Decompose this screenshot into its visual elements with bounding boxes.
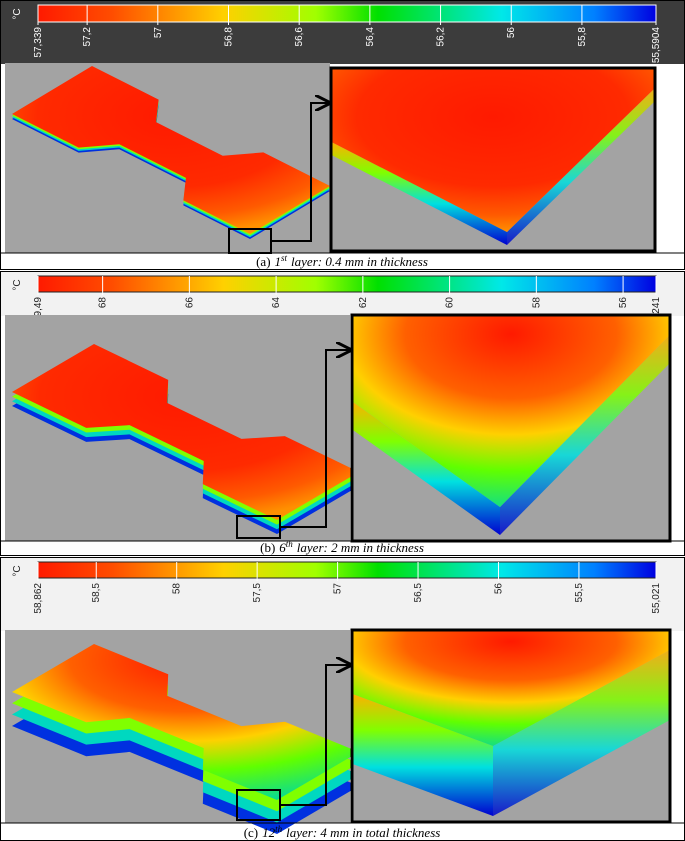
colorbar-tick-label: 57,5 bbox=[252, 583, 263, 603]
zoom-arrow bbox=[271, 103, 329, 242]
colorbar-tick-label: 56 bbox=[618, 297, 629, 309]
caption-label: (a) bbox=[256, 254, 270, 269]
caption: (a) 1st layer: 0.4 mm in thickness bbox=[256, 253, 428, 269]
specimen-top bbox=[12, 644, 359, 800]
zoom-side bbox=[493, 650, 670, 816]
colorbar-tick-label: 55,5 bbox=[574, 583, 585, 603]
colorbar-tick-label: 58,862 bbox=[33, 583, 44, 614]
colorbar-tick-label: 56,2 bbox=[436, 27, 447, 47]
caption-layer-number: 6 bbox=[279, 540, 286, 555]
caption-layer-number: 1 bbox=[275, 254, 282, 269]
colorbar-tick-label: 66 bbox=[184, 297, 195, 309]
specimen-top bbox=[12, 66, 330, 234]
caption: (b) 6th layer: 2 mm in thickness bbox=[260, 539, 424, 555]
zoom-arrow bbox=[280, 350, 350, 528]
caption-layer-suffix: th bbox=[286, 539, 294, 549]
caption-layer-number: 12 bbox=[262, 825, 276, 840]
colorbar-tick-label: 56 bbox=[506, 27, 517, 39]
zoom-side bbox=[352, 693, 493, 816]
colorbar-tick-label: 62 bbox=[358, 297, 369, 309]
colorbar-tick-label: 68 bbox=[98, 297, 109, 309]
colorbar-tick-label: 58 bbox=[531, 297, 542, 309]
colorbar-tick-label: 56 bbox=[493, 583, 504, 595]
colorbar-tick-label: 57 bbox=[153, 27, 164, 39]
panel: °C 58,862 58,5 58 57,5 57 56,5 56 55,5 55,021 (c) 1… bbox=[0, 557, 685, 841]
zoom-side bbox=[500, 335, 670, 535]
zoom-frame bbox=[350, 628, 672, 824]
zoom-frame bbox=[329, 66, 657, 253]
caption-label: (b) bbox=[260, 540, 275, 555]
zoom-top bbox=[352, 630, 670, 746]
panel: °C 57,339 57,2 57 56,8 56,6 56,4 56,2 56 55,8 55,5… bbox=[0, 0, 685, 270]
caption-layer-suffix: th bbox=[275, 824, 283, 834]
zoom-side bbox=[352, 401, 500, 535]
specimen-top bbox=[12, 344, 359, 520]
caption-text: layer: 0.4 mm in thickness bbox=[291, 254, 428, 269]
colorbar-tick-label: 57,2 bbox=[82, 27, 93, 47]
colorbar-tick-label: 57,339 bbox=[33, 27, 44, 58]
caption-text: layer: 4 mm in total thickness bbox=[286, 825, 440, 840]
unit-label: °C bbox=[12, 8, 23, 19]
caption-text: layer: 2 mm in thickness bbox=[297, 540, 424, 555]
colorbar-tick-label: 56,5 bbox=[413, 583, 424, 603]
colorbar-tick-label: 55,021 bbox=[651, 583, 662, 614]
colorbar-tick-label: 56,4 bbox=[365, 27, 376, 47]
zoom-top bbox=[352, 315, 670, 507]
zoom-top bbox=[331, 68, 655, 232]
colorbar-tick-label: 69,49 bbox=[33, 297, 44, 322]
colorbar-tick-label: 56,8 bbox=[223, 27, 234, 47]
colorbar-tick-label: 57 bbox=[333, 583, 344, 595]
zoom-arrow bbox=[280, 665, 350, 806]
colorbar-tick-label: 55,5904 bbox=[651, 27, 662, 64]
unit-label: °C bbox=[12, 279, 23, 290]
caption-layer-suffix: st bbox=[281, 253, 288, 263]
zoom-side bbox=[507, 88, 655, 245]
colorbar-tick-label: 58,5 bbox=[91, 583, 102, 603]
colorbar-tick-label: 55,241 bbox=[651, 297, 662, 328]
caption-label: (c) bbox=[244, 825, 258, 840]
colorbar-tick-label: 60 bbox=[445, 297, 456, 309]
colorbar bbox=[37, 275, 657, 293]
colorbar-tick-label: 64 bbox=[271, 297, 282, 309]
colorbar-tick-label: 56,6 bbox=[294, 27, 305, 47]
colorbar-tick-label: 55,8 bbox=[577, 27, 588, 47]
unit-label: °C bbox=[12, 565, 23, 576]
panel: °C 69,49 68 66 64 62 60 58 56 55,241 (b) 6th layer: … bbox=[0, 271, 685, 556]
colorbar bbox=[37, 4, 657, 23]
caption: (c) 12th layer: 4 mm in total thickness bbox=[244, 824, 441, 840]
colorbar bbox=[37, 561, 657, 579]
colorbar-tick-label: 58 bbox=[172, 583, 183, 595]
zoom-side bbox=[331, 141, 507, 245]
